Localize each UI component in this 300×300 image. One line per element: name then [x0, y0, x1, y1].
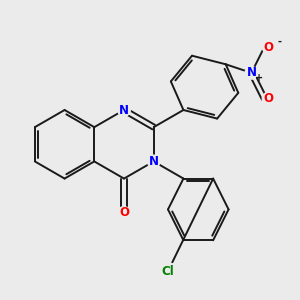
Circle shape	[262, 41, 275, 53]
Circle shape	[147, 155, 160, 168]
Text: +: +	[255, 73, 263, 83]
Text: O: O	[264, 40, 274, 54]
Text: N: N	[149, 155, 159, 168]
Text: O: O	[119, 206, 129, 219]
Text: -: -	[278, 36, 282, 46]
Text: N: N	[119, 103, 129, 116]
Text: O: O	[264, 92, 274, 105]
Circle shape	[262, 92, 275, 105]
Circle shape	[159, 262, 177, 280]
Text: Cl: Cl	[162, 265, 174, 278]
Text: N: N	[246, 66, 256, 80]
Circle shape	[118, 104, 130, 116]
Circle shape	[118, 207, 130, 219]
Circle shape	[245, 67, 258, 79]
